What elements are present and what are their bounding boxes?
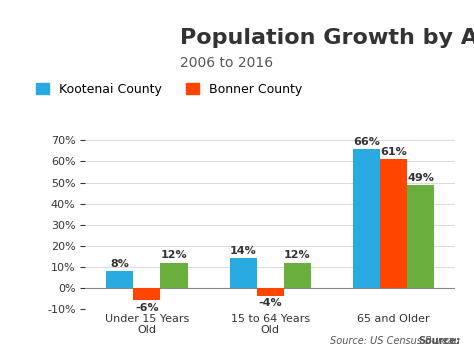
Text: -6%: -6% — [135, 303, 159, 312]
Text: Source:: Source: — [418, 336, 460, 346]
Bar — [284, 263, 311, 288]
Text: IDAHO: IDAHO — [13, 22, 58, 35]
Text: -4%: -4% — [258, 298, 282, 308]
Text: 61%: 61% — [380, 147, 407, 157]
Text: 12%: 12% — [284, 251, 310, 260]
Text: DEPT. OF LABOR: DEPT. OF LABOR — [10, 47, 61, 52]
Text: Source: US Census Bureau: Source: US Census Bureau — [330, 336, 460, 346]
Bar — [380, 159, 407, 288]
Text: 2006 to 2016: 2006 to 2016 — [180, 56, 273, 70]
Text: 14%: 14% — [230, 246, 256, 256]
Bar — [161, 263, 188, 288]
Bar — [133, 288, 161, 300]
Text: 8%: 8% — [110, 259, 129, 269]
Text: 49%: 49% — [407, 173, 434, 183]
Bar — [353, 149, 380, 288]
Bar — [256, 288, 284, 296]
Bar — [407, 185, 434, 288]
Bar — [106, 271, 133, 288]
Text: 12%: 12% — [161, 251, 187, 260]
Polygon shape — [5, 55, 16, 70]
Bar — [229, 258, 256, 288]
Text: 66%: 66% — [353, 137, 380, 147]
Text: Population Growth by Age Group: Population Growth by Age Group — [180, 28, 474, 48]
Legend: Kootenai County, Bonner County: Kootenai County, Bonner County — [36, 82, 302, 95]
